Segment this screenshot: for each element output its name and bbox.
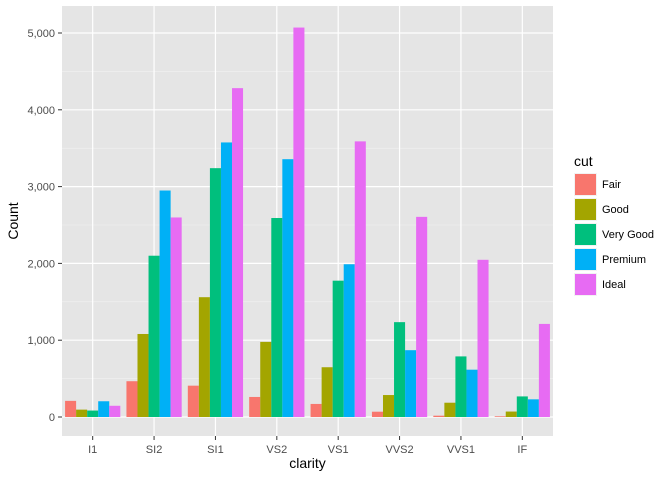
bar-VVS2-fair (371, 411, 383, 417)
bar-VS1-premium (343, 264, 355, 417)
x-axis-ticks: I1 SI2 SI1 VS2 VS1 VVS2 VVS1 IF (88, 436, 527, 456)
bar-VVS1-fair (433, 415, 445, 417)
bar-VS2-good (260, 341, 272, 417)
bar-VS1-ideal (354, 141, 366, 417)
y-tick-label: 2,000 (27, 258, 55, 270)
bar-I1-fair (65, 400, 77, 417)
bar-VVS2-very-good (394, 322, 406, 417)
bar-I1-very-good (87, 410, 99, 417)
bar-VVS1-good (444, 402, 456, 417)
y-axis-ticks: 0 1,000 2,000 3,000 4,000 5,000 (27, 28, 62, 424)
bar-SI2-fair (126, 381, 138, 417)
bar-IF-good (505, 411, 517, 417)
bar-IF-very-good (516, 396, 528, 417)
legend-label: Premium (602, 254, 646, 266)
bar-VS1-good (321, 367, 333, 417)
y-tick-label: 0 (49, 412, 55, 424)
bar-SI1-very-good (209, 168, 221, 417)
legend-swatch (575, 224, 596, 245)
legend-label: Ideal (602, 279, 626, 291)
bar-SI1-good (198, 297, 210, 417)
legend-swatch (575, 274, 596, 295)
bar-SI1-ideal (232, 88, 244, 418)
x-tick-label: I1 (88, 444, 97, 456)
bar-SI2-good (137, 333, 149, 417)
y-tick-label: 3,000 (27, 182, 55, 194)
bar-VS2-ideal (293, 27, 305, 417)
x-tick-label: VVS2 (385, 444, 413, 456)
bar-IF-ideal (538, 323, 550, 417)
bar-I1-good (76, 409, 88, 417)
bar-VVS1-very-good (455, 356, 467, 417)
bar-IF-fair (494, 416, 506, 417)
x-tick-label: VVS1 (447, 444, 475, 456)
bar-VS2-very-good (271, 218, 283, 417)
y-tick-label: 5,000 (27, 28, 55, 40)
legend: cut Fair Good Very Good Premium Ideal (574, 153, 654, 296)
legend-label: Fair (602, 179, 621, 191)
bar-VS1-fair (310, 403, 322, 417)
bar-I1-ideal (109, 405, 121, 417)
bar-IF-premium (527, 399, 539, 417)
x-tick-label: SI1 (207, 444, 224, 456)
x-tick-label: IF (517, 444, 527, 456)
y-axis-title: Count (5, 202, 21, 239)
bars-group (65, 27, 550, 418)
legend-swatch (575, 174, 596, 195)
legend-swatch (575, 199, 596, 220)
bar-VVS2-good (382, 395, 395, 417)
bar-VVS1-ideal (477, 259, 489, 417)
y-tick-label: 1,000 (27, 335, 55, 347)
bar-SI2-very-good (148, 255, 160, 417)
bar-SI2-premium (159, 190, 171, 417)
x-axis-title: clarity (289, 455, 326, 471)
bar-VVS2-ideal (416, 216, 428, 417)
bar-VVS2-premium (405, 350, 417, 417)
bar-SI2-ideal (170, 217, 182, 417)
legend-label: Very Good (602, 229, 654, 241)
bar-SI1-premium (220, 142, 233, 417)
x-tick-label: VS1 (328, 444, 349, 456)
bar-VVS1-premium (466, 369, 478, 417)
bar-VS2-fair (249, 396, 261, 417)
bar-I1-premium (98, 401, 110, 417)
bar-VS2-premium (282, 159, 294, 417)
y-tick-label: 4,000 (27, 105, 55, 117)
bar-VS1-very-good (332, 280, 344, 417)
x-tick-label: SI2 (146, 444, 163, 456)
bar-SI1-fair (187, 385, 199, 417)
x-tick-label: VS2 (266, 444, 287, 456)
legend-swatch (575, 249, 596, 270)
legend-label: Good (602, 204, 629, 216)
legend-title: cut (574, 153, 593, 169)
